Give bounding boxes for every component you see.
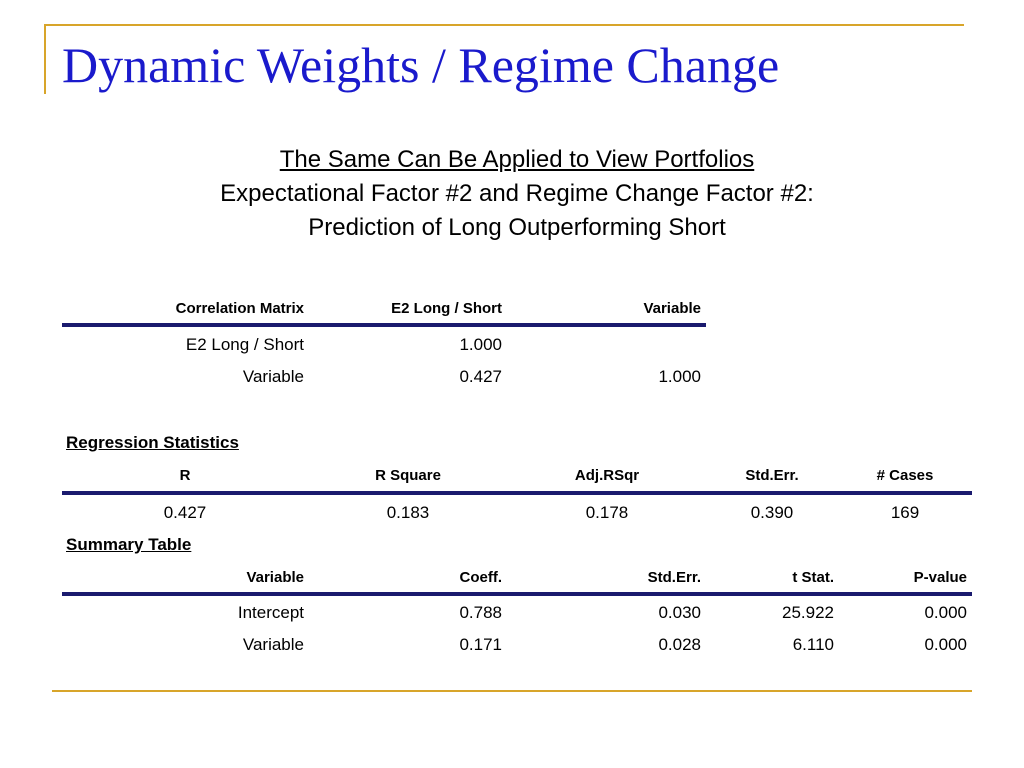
sum-header-coeff: Coeff.: [459, 569, 503, 586]
reg-value: 169: [890, 503, 920, 522]
sum-cell: 0.030: [658, 603, 701, 622]
reg-header-cases: # Cases: [876, 467, 934, 484]
sum-header-rule: [62, 592, 972, 596]
sum-cell: 25.922: [782, 603, 834, 622]
regression-title: Regression Statistics: [66, 433, 239, 452]
corr-header-e2: E2 Long / Short: [391, 300, 502, 317]
reg-value: 0.390: [750, 503, 794, 522]
bottom-gold-rule: [52, 690, 972, 692]
corr-header-label: Correlation Matrix: [175, 300, 304, 317]
sum-cell: 0.000: [924, 635, 967, 654]
reg-header-adjrsqr: Adj.RSqr: [574, 467, 640, 484]
reg-header-stderr: Std.Err.: [745, 467, 799, 484]
reg-header-r: R: [179, 467, 191, 484]
sum-row-label: Intercept: [237, 603, 304, 622]
corr-cell: 1.000: [459, 335, 502, 354]
reg-value: 0.183: [386, 503, 430, 522]
corr-header-variable: Variable: [643, 300, 701, 317]
subtitle-line-3: Prediction of Long Outperforming Short: [308, 214, 726, 241]
reg-header-rsquare: R Square: [375, 467, 441, 484]
sum-header-stderr: Std.Err.: [647, 569, 701, 586]
corr-cell: 1.000: [658, 367, 701, 386]
sum-header-pvalue: P-value: [913, 569, 967, 586]
sum-cell: 0.000: [924, 603, 967, 622]
corr-row-label: E2 Long / Short: [185, 335, 304, 354]
subtitle-line-1: The Same Can Be Applied to View Portfoli…: [279, 146, 755, 173]
top-gold-rule: [44, 24, 964, 26]
corr-row-label: Variable: [242, 367, 304, 386]
sum-cell: 6.110: [792, 635, 834, 654]
sum-header-variable: Variable: [246, 569, 304, 586]
slide-title: Dynamic Weights / Regime Change: [62, 37, 780, 93]
sum-header-tstat: t Stat.: [792, 569, 834, 586]
sum-row-label: Variable: [242, 635, 304, 654]
corr-header-rule: [62, 323, 706, 327]
left-gold-rule: [44, 24, 46, 94]
reg-header-rule: [62, 491, 972, 495]
sum-cell: 0.171: [459, 635, 502, 654]
subtitle-line-2: Expectational Factor #2 and Regime Chang…: [220, 180, 814, 207]
sum-cell: 0.028: [658, 635, 701, 654]
sum-cell: 0.788: [459, 603, 502, 622]
reg-value: 0.178: [585, 503, 629, 522]
corr-cell: 0.427: [459, 367, 502, 386]
summary-title: Summary Table: [66, 535, 192, 554]
reg-value: 0.427: [163, 503, 207, 522]
